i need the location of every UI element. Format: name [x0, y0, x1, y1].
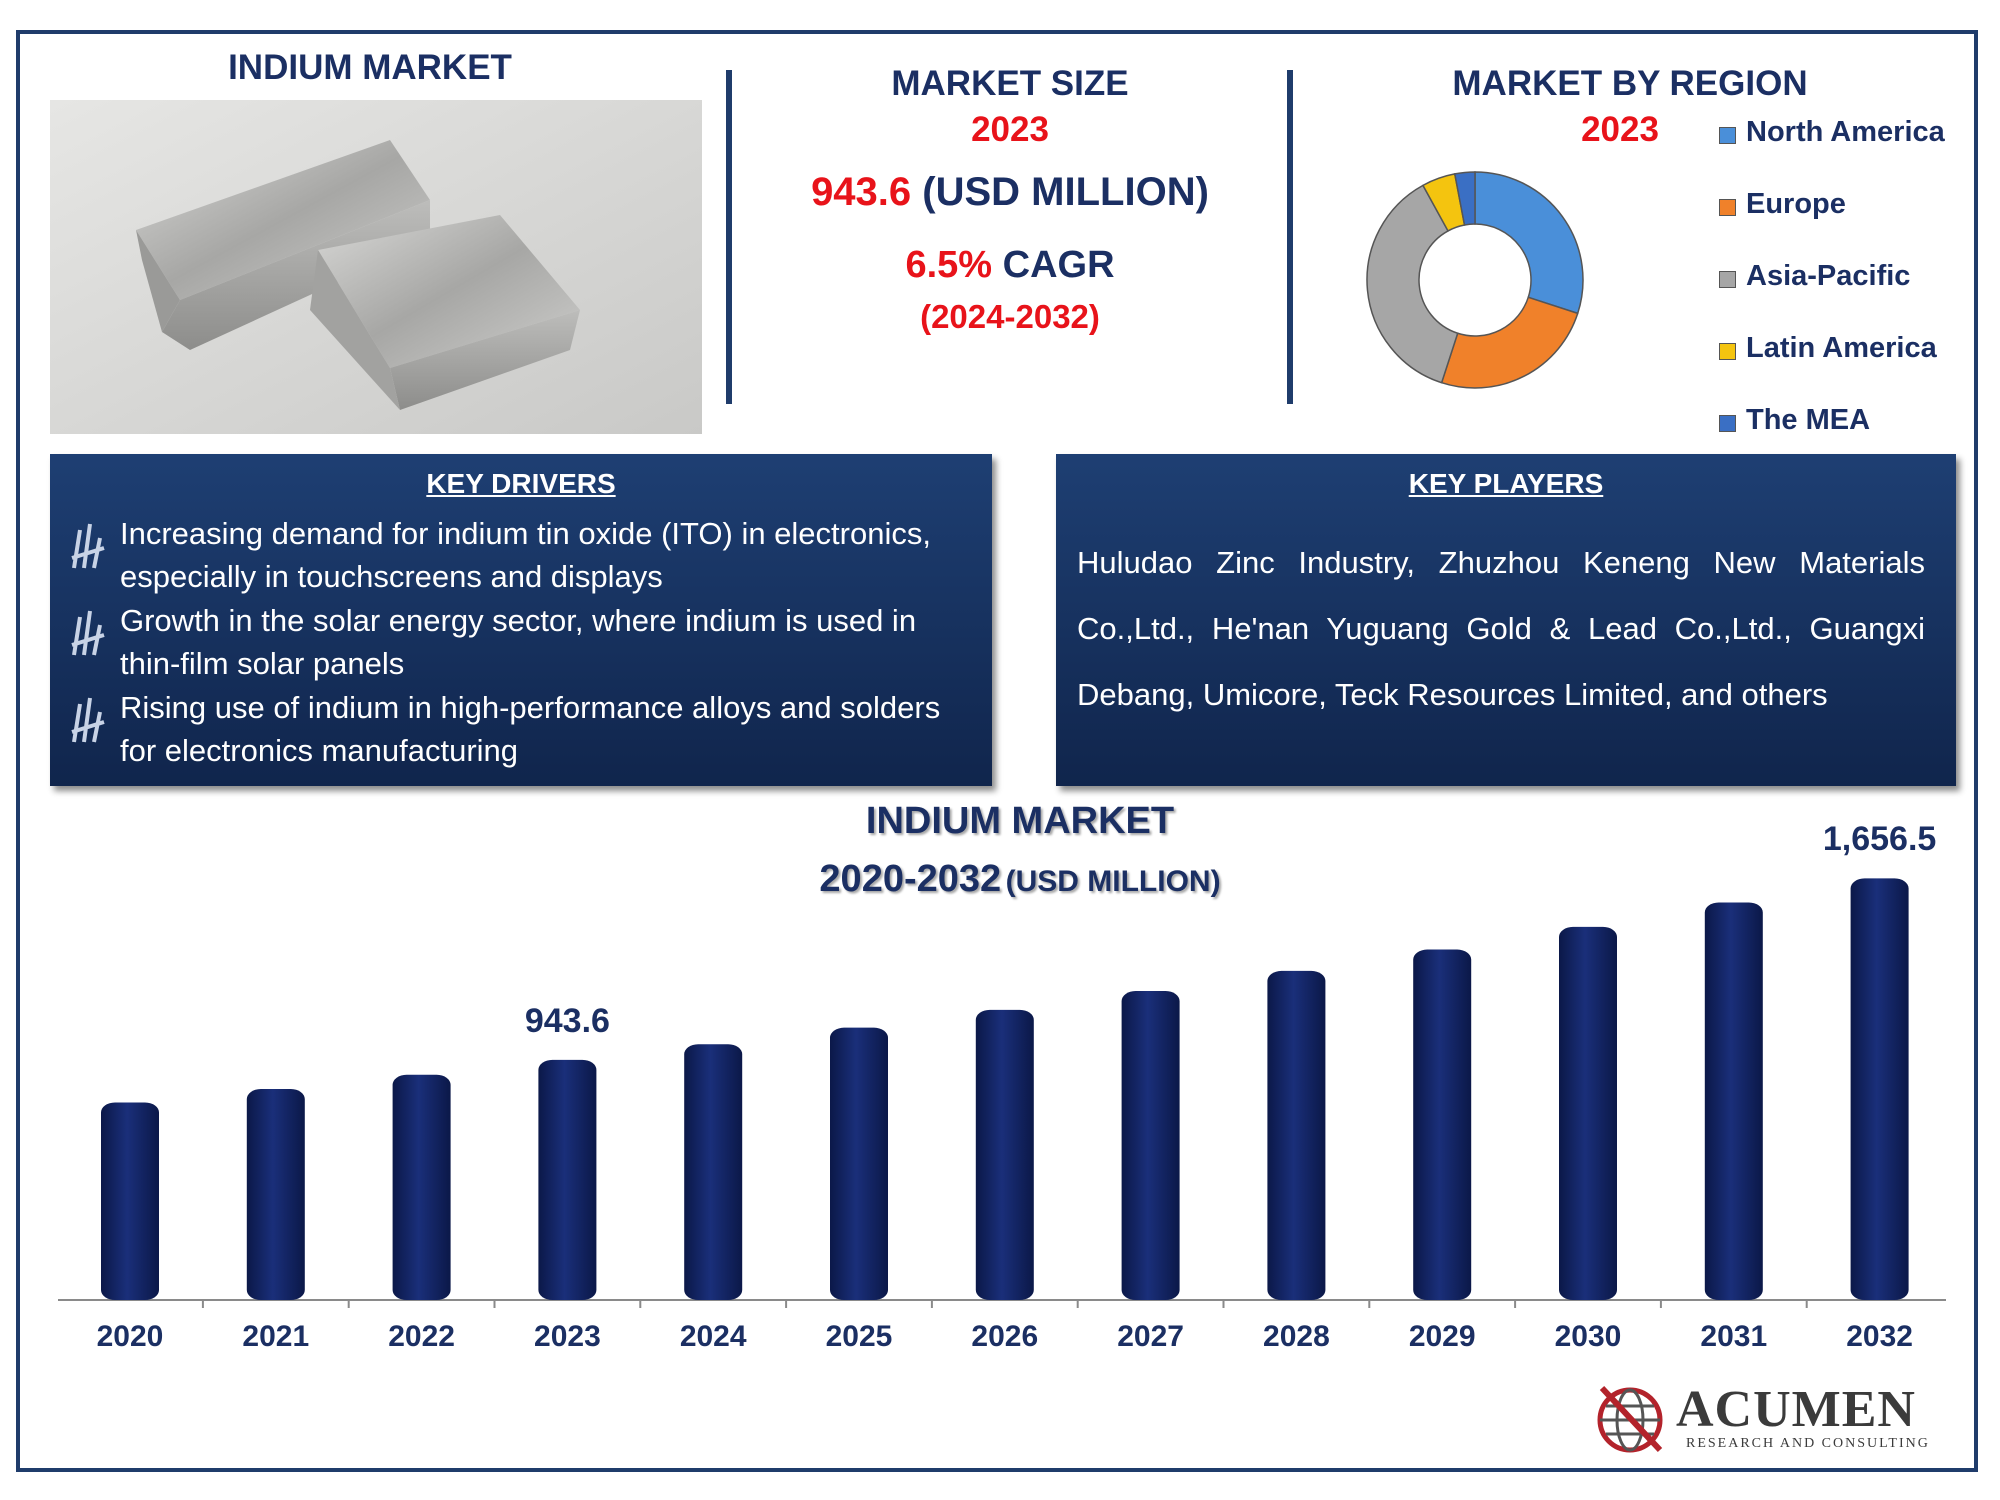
x-tick-label: 2024 [679, 1320, 747, 1353]
bar-2023 [538, 1059, 597, 1300]
key-players-panel: KEY PLAYERS Huludao Zinc Industry, Zhuzh… [1056, 454, 1956, 786]
bar-2027 [1121, 991, 1180, 1300]
legend-swatch [1719, 199, 1736, 216]
bar-2025 [830, 1027, 888, 1300]
market-size-title: MARKET SIZE [891, 64, 1129, 103]
cagr-line: 6.5% CAGR [750, 244, 1270, 287]
divider-right [1287, 70, 1293, 404]
divider-left [726, 70, 732, 404]
driver-text: Rising use of indium in high-performance… [120, 690, 941, 768]
bar-2024 [684, 1044, 743, 1300]
region-donut-chart [1366, 171, 1584, 389]
x-tick-label: 2032 [1846, 1320, 1913, 1353]
legend-label: North America [1746, 116, 1945, 148]
driver-text: Increasing demand for indium tin oxide (… [120, 516, 931, 594]
bar-chart-title: INDIUM MARKET [865, 800, 1175, 842]
key-drivers-panel: KEY DRIVERS Increasing demand for indium… [50, 454, 992, 786]
donut-slice-europe [1440, 296, 1579, 389]
legend-swatch [1719, 271, 1736, 288]
bar-2032 [1850, 878, 1909, 1300]
legend-swatch [1719, 343, 1736, 360]
key-players-text: Huludao Zinc Industry, Zhuzhou Keneng Ne… [1077, 545, 1925, 712]
acumen-globe-icon [1597, 1385, 1663, 1453]
donut-slice-north-america [1474, 171, 1584, 315]
acumen-logo-text: ACUMEN [1676, 1381, 1916, 1438]
bar-chart-subtitle: 2020-2032 (USD MILLION) [700, 858, 1340, 901]
x-tick-label: 2031 [1700, 1320, 1768, 1353]
growth-chart-icon [71, 610, 105, 656]
donut-slice-the-mea [1453, 171, 1476, 226]
market-size-unit: (USD MILLION) [922, 170, 1209, 214]
x-tick-label: 2021 [242, 1320, 310, 1353]
legend-swatch [1719, 127, 1736, 144]
x-tick-label: 2029 [1408, 1320, 1476, 1353]
image-title: INDIUM MARKET [228, 48, 512, 87]
bar-2022 [392, 1074, 451, 1300]
bar-chart-unit: (USD MILLION) [1005, 865, 1221, 898]
bar-2020 [101, 1102, 159, 1300]
driver-text: Growth in the solar energy sector, where… [120, 603, 917, 681]
donut-slice-asia-pacific [1366, 184, 1459, 384]
market-size-value-line: 943.6 (USD MILLION) [750, 170, 1270, 215]
acumen-logo: ACUMEN RESEARCH AND CONSULTING [1590, 1380, 1940, 1460]
x-tick-label: 2027 [1117, 1320, 1184, 1353]
x-tick-label: 2025 [825, 1320, 893, 1353]
bar-2028 [1267, 970, 1326, 1300]
x-tick-label: 2030 [1554, 1320, 1622, 1353]
x-tick-label: 2023 [534, 1320, 601, 1353]
legend-swatch [1719, 415, 1736, 432]
bar-2026 [975, 1009, 1034, 1300]
growth-chart-icon [71, 697, 105, 743]
legend-label: Latin America [1746, 332, 1937, 364]
bar-data-label: 1,656.5 [1822, 820, 1937, 859]
bar-2021 [246, 1089, 305, 1300]
x-tick-label: 2028 [1263, 1320, 1330, 1353]
cagr-label: CAGR [1002, 244, 1115, 286]
cagr-period: (2024-2032) [920, 298, 1100, 335]
x-tick-label: 2022 [388, 1320, 455, 1353]
market-size-year: 2023 [971, 110, 1049, 149]
bar-2030 [1559, 926, 1617, 1300]
indium-ingots-photo [50, 100, 702, 434]
region-year: 2023 [1581, 110, 1659, 149]
bar-2031 [1704, 902, 1763, 1300]
cagr-value: 6.5% [905, 244, 993, 286]
legend-label: Europe [1746, 188, 1846, 220]
market-size-value: 943.6 [811, 170, 912, 214]
region-title: MARKET BY REGION [1452, 64, 1808, 103]
bar-chart-years: 2020-2032 [819, 858, 1002, 900]
growth-chart-icon [71, 523, 105, 569]
x-tick-label: 2026 [971, 1320, 1039, 1353]
indium-ingots-image [50, 100, 702, 434]
legend-label: Asia-Pacific [1746, 260, 1911, 292]
key-drivers-title: KEY DRIVERS [426, 468, 616, 499]
bar-2029 [1413, 949, 1472, 1300]
bar-data-label: 943.6 [524, 1001, 610, 1040]
key-players-title: KEY PLAYERS [1408, 468, 1604, 499]
legend-label: The MEA [1746, 404, 1871, 436]
x-tick-label: 2020 [96, 1320, 164, 1353]
acumen-logo-tagline: RESEARCH AND CONSULTING [1686, 1436, 1930, 1451]
